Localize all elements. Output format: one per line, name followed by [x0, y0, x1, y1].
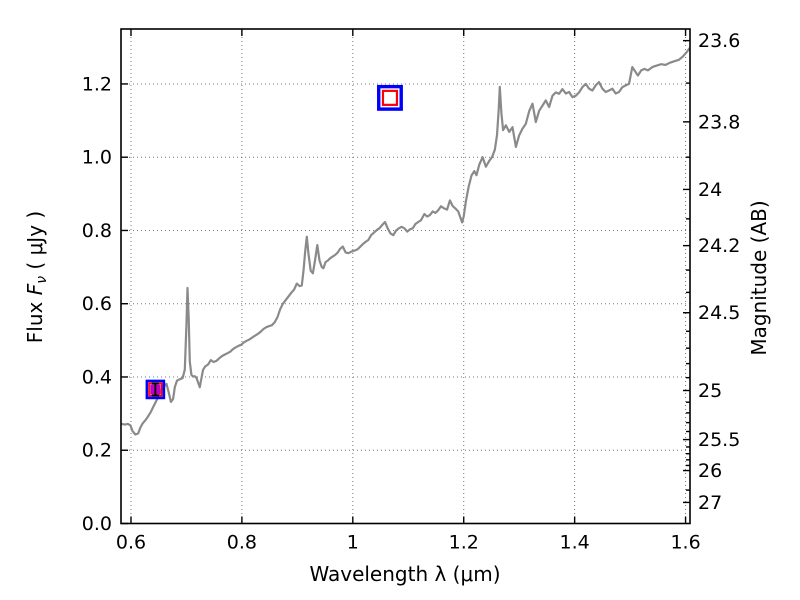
svg-text:0.8: 0.8 [82, 220, 112, 242]
svg-text:24.5: 24.5 [698, 302, 740, 324]
svg-text:25: 25 [698, 380, 722, 402]
svg-text:0.8: 0.8 [227, 532, 257, 554]
grid-lines [121, 29, 690, 524]
photometry-markers [145, 84, 403, 400]
spectrum-series [121, 47, 690, 436]
x-axis-label: Wavelength λ (μm) [309, 562, 500, 586]
svg-text:23.8: 23.8 [698, 111, 740, 133]
svg-text:1.2: 1.2 [449, 532, 479, 554]
svg-text:24.2: 24.2 [698, 235, 740, 257]
magnitude-tick-labels: 23.6 23.8 24 24.2 24.5 25 25.5 26 27 [698, 30, 740, 514]
svg-text:0.6: 0.6 [82, 293, 112, 315]
svg-text:27: 27 [698, 492, 722, 514]
svg-text:26: 26 [698, 460, 722, 482]
svg-text:1.0: 1.0 [82, 147, 112, 169]
svg-text:24: 24 [698, 179, 722, 201]
svg-text:23.6: 23.6 [698, 30, 740, 52]
svg-text:0.2: 0.2 [82, 440, 112, 462]
svg-text:0.6: 0.6 [116, 532, 146, 554]
svg-text:1: 1 [347, 532, 359, 554]
svg-text:1.4: 1.4 [560, 532, 590, 554]
axis-ticks [121, 29, 690, 525]
svg-text:25.5: 25.5 [698, 429, 740, 451]
y-axis-label-right: Magnitude (AB) [747, 200, 771, 355]
svg-text:1.2: 1.2 [82, 73, 112, 95]
axes-frame [120, 28, 691, 525]
flux-tick-labels: 0.0 0.2 0.4 0.6 0.8 1.0 1.2 [82, 73, 112, 535]
svg-text:0.0: 0.0 [82, 513, 112, 535]
svg-text:1.6: 1.6 [670, 532, 700, 554]
svg-text:0.4: 0.4 [82, 366, 112, 388]
y-axis-label-left: Flux Fν ( μJy ) [23, 211, 50, 343]
x-tick-labels: 0.6 0.8 1 1.2 1.4 1.6 [116, 532, 701, 554]
